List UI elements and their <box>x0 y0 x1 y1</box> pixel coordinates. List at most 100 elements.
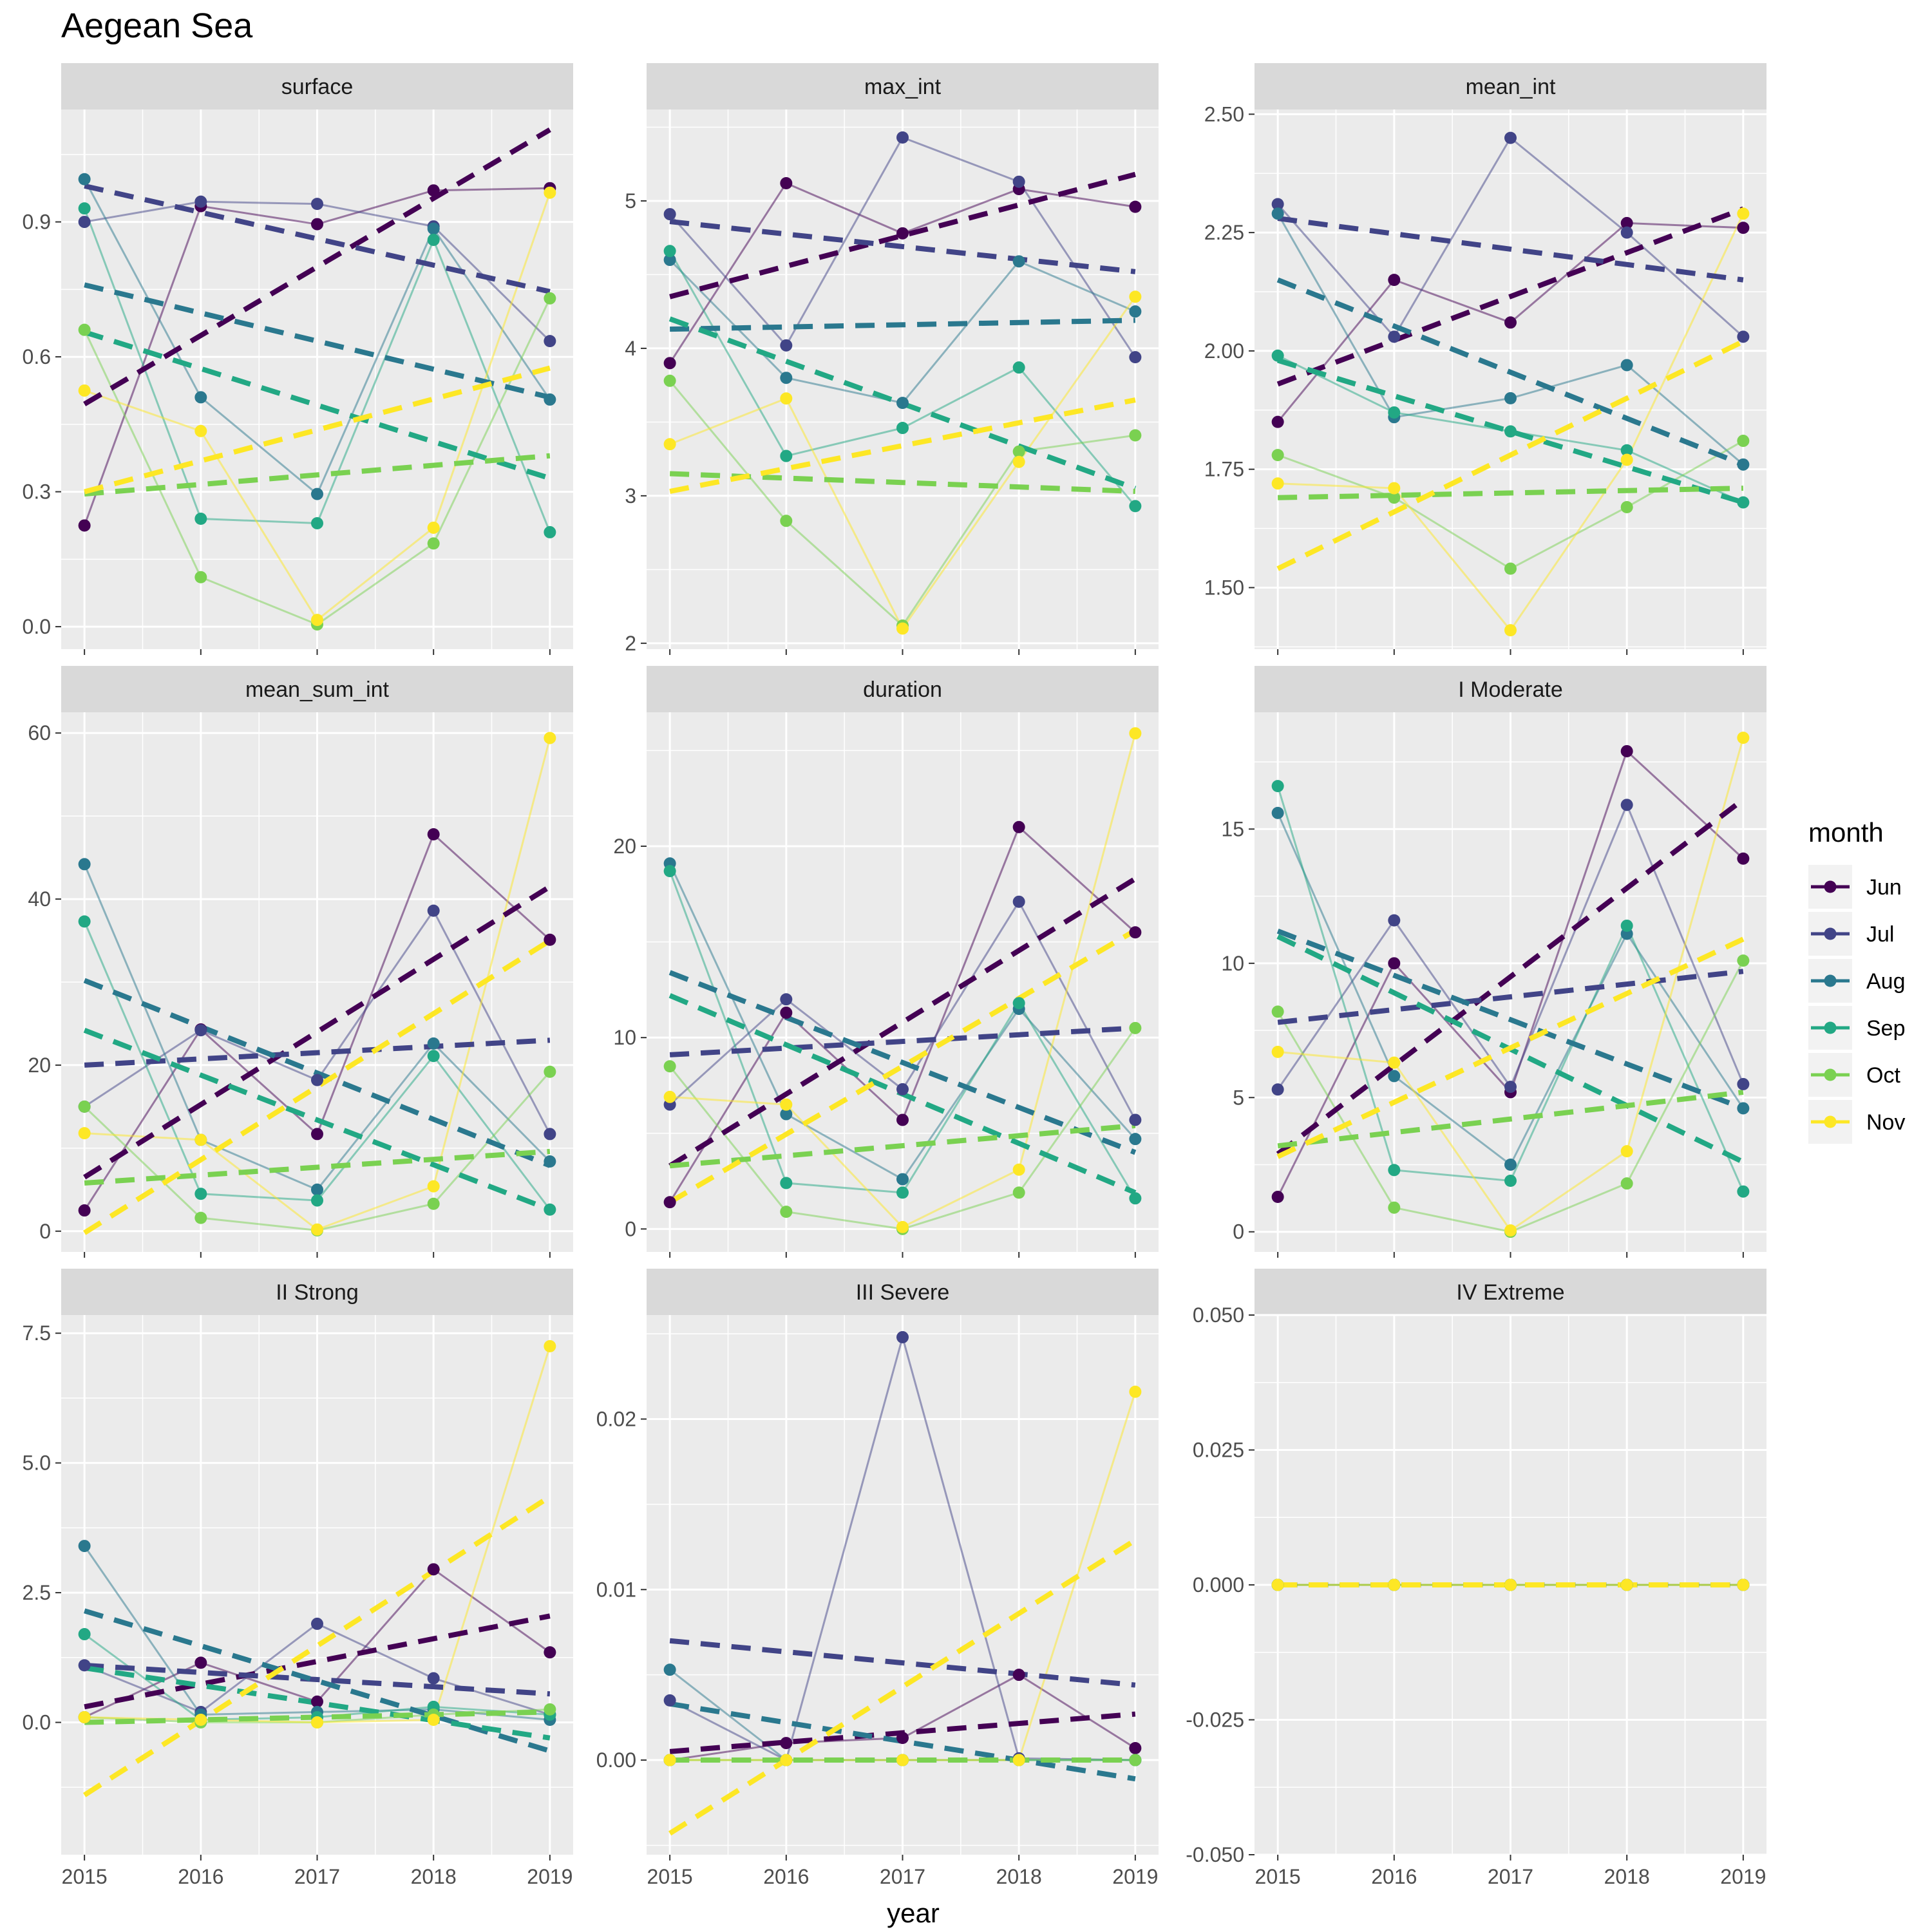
data-point-jun <box>1129 1742 1142 1755</box>
data-point-aug <box>427 1037 440 1050</box>
data-point-oct <box>1737 954 1750 967</box>
data-point-jul <box>1504 1081 1517 1094</box>
data-point-jul <box>1737 1077 1750 1090</box>
x-tick-label: 2017 <box>294 1865 340 1888</box>
data-point-jun <box>780 176 793 189</box>
data-point-sep <box>1271 780 1284 793</box>
trend-line-sep <box>1276 357 1745 505</box>
data-point-oct <box>1271 1005 1284 1018</box>
data-point-jul <box>311 198 323 211</box>
data-point-nov <box>194 1714 207 1726</box>
data-point-jul <box>1271 1083 1284 1096</box>
trend-line-aug <box>1276 929 1745 1111</box>
data-point-jun <box>427 184 440 197</box>
data-point-aug <box>1271 806 1284 819</box>
y-tick-label: 3 <box>625 484 636 507</box>
trend-line-aug <box>670 317 1135 332</box>
y-tick-label: 2.25 <box>1204 221 1244 244</box>
data-point-jun <box>780 1007 793 1019</box>
data-point-jul <box>780 993 793 1006</box>
data-point-aug <box>1129 1133 1142 1146</box>
data-point-nov <box>427 1180 440 1193</box>
y-tick-label: 1.75 <box>1204 458 1244 481</box>
facet-strip <box>1255 63 1766 109</box>
legend-label: Nov <box>1866 1110 1905 1135</box>
data-point-jun <box>1271 415 1284 428</box>
trend-line-oct <box>84 1149 551 1186</box>
data-point-oct <box>1129 1021 1142 1034</box>
data-point-nov <box>1271 1578 1284 1591</box>
x-tick-label: 2015 <box>62 1865 108 1888</box>
legend-item-oct: Oct <box>1808 1053 1900 1097</box>
data-point-nov <box>544 186 556 199</box>
data-point-jun <box>1012 1669 1025 1681</box>
data-point-oct <box>544 1703 556 1716</box>
data-point-oct <box>1620 1177 1633 1190</box>
trend-line-nov <box>84 365 551 495</box>
data-point-nov <box>78 1710 91 1723</box>
data-point-aug <box>663 254 676 267</box>
data-point-jul <box>78 1659 91 1672</box>
data-point-jul <box>1012 175 1025 188</box>
trend-line-jun <box>84 1613 551 1710</box>
data-point-jun <box>78 1204 91 1217</box>
data-point-jun <box>1620 744 1633 757</box>
panel-ii-strong: II Strong 0.0 2.5 5.0 7.5 2015 2016 2017 2018 201… <box>23 1269 573 1888</box>
data-point-oct <box>1129 429 1142 442</box>
data-point-sep <box>427 234 440 247</box>
y-tick-label: 0.3 <box>23 480 51 504</box>
data-point-nov <box>1012 1754 1025 1766</box>
data-point-sep <box>1504 1175 1517 1188</box>
data-point-jun <box>544 933 556 946</box>
data-point-nov <box>663 1754 676 1766</box>
data-point-sep <box>78 1628 91 1641</box>
data-point-aug <box>1737 458 1750 471</box>
data-point-aug <box>1504 1159 1517 1171</box>
data-point-jul <box>194 195 207 208</box>
data-point-jun <box>427 1563 440 1576</box>
data-point-nov <box>1504 624 1517 637</box>
data-point-sep <box>544 526 556 538</box>
x-tick-label: 2019 <box>1112 1865 1158 1888</box>
y-tick-label: 40 <box>28 887 51 911</box>
panel-iii-severe: III Severe 0.00 0.01 0.02 2015 2016 2017 2018 20… <box>596 1269 1159 1888</box>
x-tick-label: 2016 <box>1371 1865 1417 1888</box>
y-tick-label: 5.0 <box>23 1452 51 1475</box>
facet-strip <box>647 1269 1159 1315</box>
data-point-jun <box>663 1196 676 1209</box>
x-tick-label: 2018 <box>1604 1865 1650 1888</box>
data-point-jun <box>1388 274 1401 287</box>
data-point-jun <box>1129 926 1142 939</box>
data-point-aug <box>194 391 207 404</box>
data-point-aug <box>78 1540 91 1553</box>
y-tick-label: -0.050 <box>1186 1843 1244 1866</box>
data-point-aug <box>896 1173 909 1186</box>
trend-line-jun <box>1276 797 1745 1157</box>
y-tick-label: 10 <box>1221 952 1244 975</box>
data-point-sep <box>896 422 909 435</box>
y-tick-label: 20 <box>613 835 636 858</box>
facet-strip-label: mean_sum_int <box>245 677 390 702</box>
data-point-oct <box>544 1065 556 1078</box>
data-point-jul <box>1012 895 1025 908</box>
data-point-nov <box>1737 207 1750 220</box>
data-point-nov <box>1388 482 1401 495</box>
x-tick-label: 2015 <box>1255 1865 1301 1888</box>
data-point-oct <box>1737 435 1750 448</box>
data-point-aug <box>1504 392 1517 404</box>
data-point-sep <box>78 202 91 215</box>
data-point-nov <box>311 1223 323 1236</box>
data-point-jun <box>544 1646 556 1659</box>
legend-label: Jul <box>1866 922 1894 947</box>
data-point-jun <box>311 218 323 231</box>
trend-line-nov <box>1276 936 1745 1159</box>
y-tick-label: 0 <box>1233 1220 1244 1244</box>
data-point-nov <box>194 1133 207 1146</box>
data-point-nov <box>1388 1578 1401 1591</box>
trend-line-jul <box>84 1037 551 1068</box>
legend-key-point <box>1824 1115 1837 1128</box>
data-point-nov <box>663 438 676 451</box>
data-point-sep <box>194 512 207 525</box>
y-tick-label: 0.00 <box>596 1748 636 1772</box>
data-point-aug <box>311 488 323 500</box>
